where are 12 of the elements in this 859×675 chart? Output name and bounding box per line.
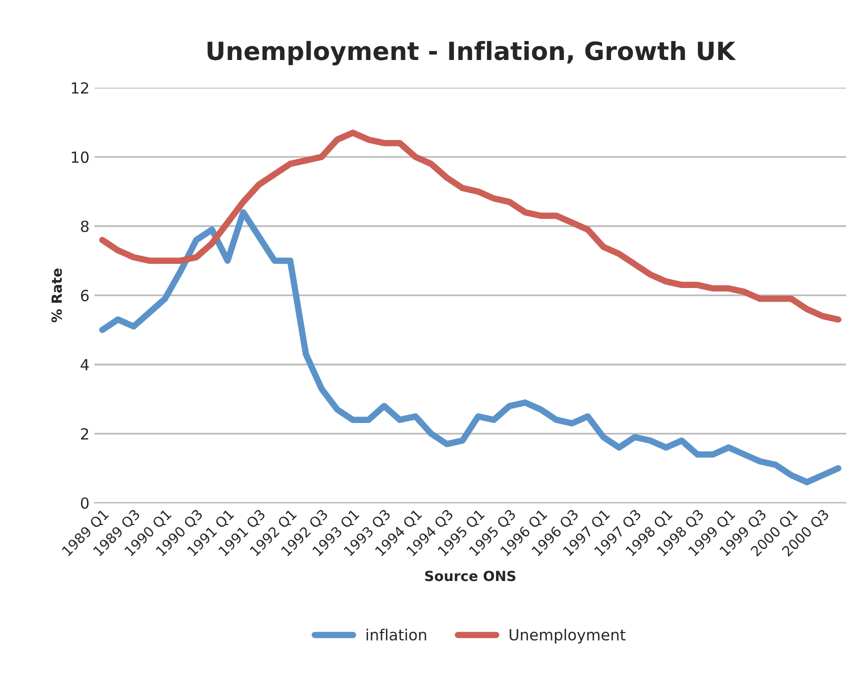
- y-axis-title: % Rate: [51, 268, 62, 322]
- y-tick-label: 2: [81, 428, 88, 440]
- y-tick-label: 0: [80, 497, 89, 509]
- y-tick-label: 6: [80, 290, 89, 302]
- y-tick-label: 10: [72, 151, 89, 163]
- chart-title: Unemployment - Inflation, Growth UK: [208, 40, 736, 66]
- x-axis-title: Source ONS: [425, 570, 516, 582]
- legend-label: inflation: [366, 628, 426, 641]
- y-tick-label: 12: [72, 82, 88, 94]
- y-tick-label: 4: [80, 359, 89, 370]
- y-tick-label: 8: [80, 220, 89, 232]
- legend-label: Unemployment: [510, 628, 626, 644]
